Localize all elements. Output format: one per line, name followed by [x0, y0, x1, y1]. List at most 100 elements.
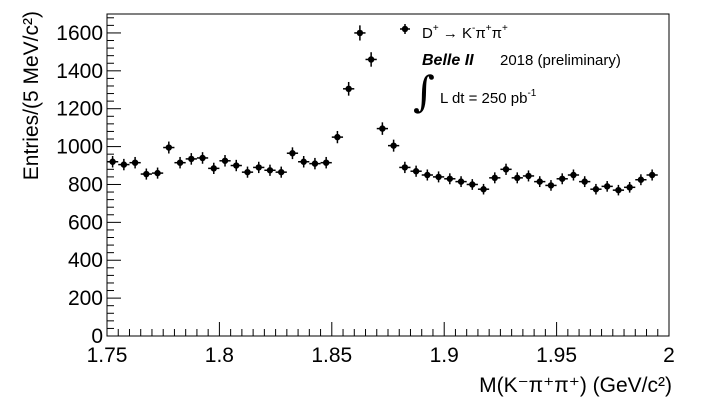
decay-pi2: π: [492, 25, 502, 42]
point-marker: [199, 154, 206, 162]
point-marker: [581, 178, 588, 185]
point-marker: [592, 186, 600, 193]
data-point: [163, 141, 175, 154]
x-axis-title: M(K⁻π⁺π⁺) (GeV/c²): [479, 374, 672, 397]
y-tick-label: 0: [91, 325, 103, 348]
data-point: [376, 122, 388, 135]
data-point: [455, 176, 467, 188]
point-marker: [435, 173, 442, 181]
point-marker: [626, 184, 633, 191]
point-marker: [536, 178, 543, 185]
data-point: [241, 166, 254, 178]
data-point: [253, 161, 265, 174]
point-marker: [311, 160, 319, 167]
luminosity-sup: -1: [527, 88, 536, 99]
data-point: [545, 180, 557, 191]
data-point: [399, 161, 411, 174]
data-point: [534, 176, 546, 188]
y-axis-title: Entries/(5 MeV/c²): [20, 11, 43, 180]
y-axis: 0 200 400 600 800 1000 1200 1400 1600: [56, 17, 121, 348]
data-point: [286, 147, 299, 160]
point-marker: [401, 164, 409, 171]
decay-pi1-sup: +: [486, 23, 492, 34]
data-point: [230, 159, 242, 172]
data-point: [444, 173, 456, 185]
point-marker: [143, 170, 150, 178]
point-marker: [446, 175, 454, 182]
data-point: [185, 153, 197, 165]
y-tick-label: 600: [68, 211, 103, 234]
decay-D: D: [422, 25, 433, 42]
data-point: [466, 179, 478, 190]
data-point: [264, 164, 276, 176]
point-marker: [390, 142, 397, 149]
point-marker: [176, 159, 184, 166]
point-marker: [131, 159, 139, 166]
experiment-label: Belle II: [422, 52, 474, 69]
point-marker: [244, 168, 251, 176]
data-point: [477, 183, 490, 195]
data-point: [331, 130, 344, 144]
data-point: [601, 181, 613, 192]
x-tick-label: 1.85: [311, 344, 352, 367]
data-point: [388, 139, 400, 152]
x-tick-label: 1.75: [87, 344, 128, 367]
decay-pi1: π: [475, 25, 485, 42]
y-tick-label: 800: [68, 173, 103, 196]
point-marker: [457, 178, 465, 185]
data-point: [196, 152, 209, 164]
decay-K-sup: -: [472, 23, 475, 34]
point-marker: [233, 162, 240, 169]
legend: D+ → K-π+π+ Belle II 2018 (preliminary) …: [400, 23, 621, 116]
x-tick-label: 1.95: [536, 344, 577, 367]
point-marker: [637, 176, 645, 183]
point-marker: [289, 150, 296, 157]
data-point: [365, 52, 377, 67]
data-point: [500, 163, 512, 175]
point-marker: [480, 186, 487, 193]
y-tick-label: 200: [68, 287, 103, 310]
data-point: [567, 169, 580, 181]
data-point: [489, 172, 501, 184]
point-marker: [379, 125, 386, 132]
point-marker: [491, 174, 498, 182]
point-marker: [109, 158, 116, 165]
data-point: [579, 176, 591, 188]
luminosity-text: L dt = 250 pb: [440, 90, 527, 107]
legend-marker: [400, 24, 410, 34]
y-tick-label: 1000: [56, 136, 103, 159]
point-marker: [356, 29, 364, 37]
y-tick-label: 1600: [56, 22, 103, 45]
point-marker: [502, 166, 510, 173]
data-point: [646, 169, 658, 181]
point-marker: [120, 161, 128, 168]
data-point: [556, 173, 568, 185]
data-points: [107, 25, 658, 196]
data-point: [354, 25, 366, 41]
point-marker: [210, 165, 217, 172]
legend-decay-label: D+ → K-π+π+: [422, 23, 508, 42]
data-point: [174, 156, 186, 169]
point-marker: [514, 174, 521, 182]
data-point: [298, 155, 310, 168]
x-tick-label: 2: [663, 344, 675, 367]
point-marker: [188, 155, 195, 163]
point-marker: [412, 168, 420, 175]
point-marker: [570, 171, 577, 179]
point-marker: [525, 172, 532, 180]
point-marker: [469, 181, 476, 188]
point-marker: [648, 171, 656, 179]
data-point: [140, 168, 152, 180]
x-tick-label: 1.9: [430, 344, 459, 367]
point-marker: [603, 183, 611, 190]
data-point: [590, 183, 602, 195]
point-marker: [547, 182, 555, 189]
data-point: [410, 165, 422, 177]
x-tick-label: 1.8: [205, 344, 234, 367]
data-point: [129, 156, 141, 169]
data-point: [511, 172, 523, 184]
y-tick-label: 1400: [56, 60, 103, 83]
point-marker: [266, 167, 274, 174]
decay-arrow: → K: [439, 25, 472, 42]
